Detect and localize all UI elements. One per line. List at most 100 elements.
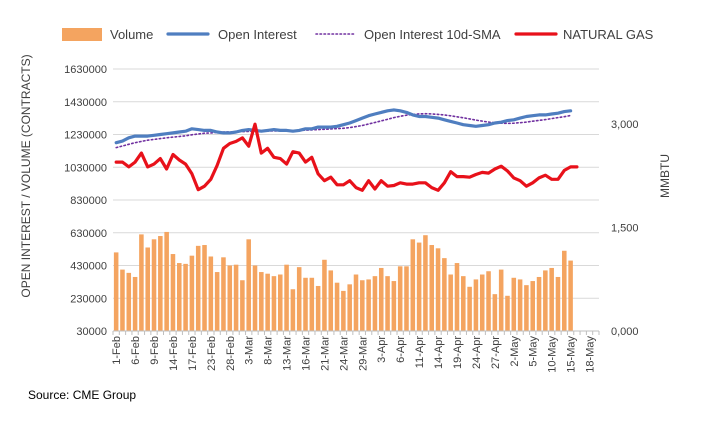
volume-bar [385,276,390,331]
volume-bar [366,279,371,331]
volume-bar [391,281,397,331]
volume-bar [378,267,384,331]
volume-bar [284,264,289,331]
volume-bar [341,290,346,331]
x-tick-label: 14-Apr [433,336,445,369]
volume-bar [498,269,504,331]
x-tick-label: 24-Apr [471,336,483,369]
x-tick-label: 27-Apr [490,336,502,369]
volume-bar [214,272,220,331]
left-tick-label: 430000 [70,261,107,273]
volume-bar [543,270,548,331]
x-tick-label: 16-Mar [301,336,313,371]
volume-bar [139,234,144,331]
x-tick-label: 5-May [528,336,540,367]
volume-bar [309,277,315,331]
left-tick-label: 1030000 [64,162,107,174]
volume-bars [113,231,573,331]
volume-bar [568,260,573,331]
legend-label: Volume [110,27,153,42]
volume-bar [170,254,176,331]
volume-bar [517,279,523,331]
volume-bar [227,265,233,331]
x-tick-label: 17-Feb [187,336,199,371]
volume-bar [322,259,327,331]
volume-bar [277,274,283,331]
source-note: Source: CME Group [28,388,137,402]
volume-bar [259,272,264,331]
volume-bar [296,267,302,331]
volume-bar [461,276,466,331]
volume-bar [530,281,535,331]
volume-bar [549,267,554,331]
volume-bar [467,286,472,331]
x-tick-label: 28-Feb [225,336,237,371]
x-tick-label: 10-May [547,336,559,373]
x-tick-label: 14-Feb [168,336,180,371]
volume-bar [410,239,416,331]
right-axis-title: MMBTU [658,154,672,198]
volume-bar [183,263,188,331]
volume-bar [404,266,409,331]
volume-bar [208,256,214,331]
left-tick-label: 230000 [70,293,107,305]
left-axis-title: OPEN INTEREST / VOLUME (CONTRACTS) [19,54,33,297]
volume-bar [132,276,138,331]
volume-bar [195,245,201,331]
left-tick-label: 1230000 [64,130,107,142]
legend-swatch-volume [62,28,102,41]
volume-bar [429,245,435,331]
volume-bar [448,274,453,331]
natural-gas-line [114,122,579,192]
x-tick-label: 8-Mar [263,336,275,365]
volume-bar [505,295,510,331]
volume-bar [435,248,441,331]
left-tick-label: 630000 [70,228,107,240]
x-tick-label: 9-Feb [149,336,161,365]
x-tick-label: 2-May [509,336,521,367]
volume-bar [328,270,334,331]
volume-bar [442,258,447,331]
x-tick-label: 3-Mar [244,336,256,365]
volume-bar [416,242,422,331]
volume-bar [290,289,296,331]
x-tick-label: 19-Apr [452,336,464,369]
volume-bar [151,239,157,331]
x-tick-label: 23-Feb [206,336,218,371]
volume-bar [189,255,195,331]
volume-bar [479,274,485,331]
open-interest-line [114,108,573,145]
volume-bar [353,274,359,331]
volume-bar [145,247,150,331]
volume-bar [265,273,270,331]
volume-bar [473,279,479,331]
left-tick-label: 830000 [70,195,107,207]
x-tick-label: 13-Mar [282,336,294,371]
x-tick-label: 11-Apr [414,336,426,369]
left-tick-label: 30000 [76,326,107,338]
volume-bar [397,266,403,331]
volume-bar [252,265,258,331]
volume-bar [158,236,163,331]
volume-bar [372,276,378,331]
volume-bar [271,276,277,331]
volume-bar [360,280,365,331]
series-lines [114,108,579,192]
volume-bar [536,276,542,331]
volume-bar [177,263,182,331]
x-tick-label: 24-Mar [338,336,350,371]
x-axis: 1-Feb 6-Feb 9-Feb 14-Feb 17-Feb 23-Feb 28-Feb 3… [111,330,600,373]
right-tick-label: 1,500 [611,223,639,235]
volume-bar [202,245,207,331]
volume-bar [555,276,561,331]
x-tick-label: 3-Apr [376,336,388,363]
legend: Volume Open Interest Open Interest 10d-SMA… [62,27,654,42]
volume-bar [240,280,245,331]
volume-bar [303,277,308,331]
volume-bar [423,235,428,331]
legend-label: Open Interest 10d-SMA [364,27,501,42]
x-tick-label: 21-Mar [319,336,331,371]
volume-bar [492,294,498,331]
x-tick-label: 6-Apr [395,336,407,363]
